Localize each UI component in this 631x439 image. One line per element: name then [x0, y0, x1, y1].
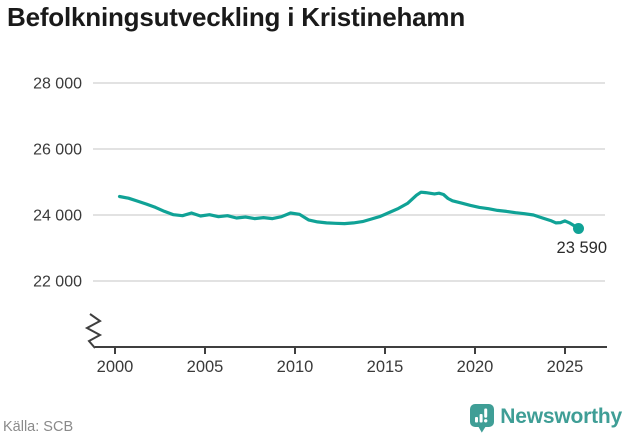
x-tick-label: 2025: [547, 358, 584, 376]
newsworthy-logo: Newsworthy: [470, 404, 622, 433]
bar-exclamation: [484, 408, 488, 418]
bar-small: [475, 417, 479, 423]
y-tick-label: 24 000: [33, 208, 82, 225]
x-tick-label: 2020: [457, 358, 494, 376]
end-point-marker: [573, 223, 584, 235]
exclamation-dot: [484, 419, 488, 423]
newsworthy-badge-icon: [470, 404, 495, 433]
newsworthy-wordmark: Newsworthy: [500, 404, 622, 428]
axis-break-icon: [84, 313, 103, 349]
end-value-label: 23 590: [557, 239, 607, 257]
source-caption: Källa: SCB: [3, 419, 74, 435]
page-title: Befolkningsutveckling i Kristinehamn: [7, 2, 465, 32]
y-tick-label: 22 000: [33, 274, 82, 291]
y-tick-label: 28 000: [33, 76, 82, 93]
population-line: [117, 190, 581, 231]
y-tick-label: 26 000: [33, 142, 82, 159]
bar-medium: [479, 414, 483, 423]
badge-tail: [478, 426, 487, 433]
x-tick-label: 2000: [97, 358, 134, 376]
x-tick-label: 2005: [187, 358, 224, 376]
x-tick-label: 2010: [277, 358, 314, 376]
x-tick-label: 2015: [367, 358, 404, 376]
